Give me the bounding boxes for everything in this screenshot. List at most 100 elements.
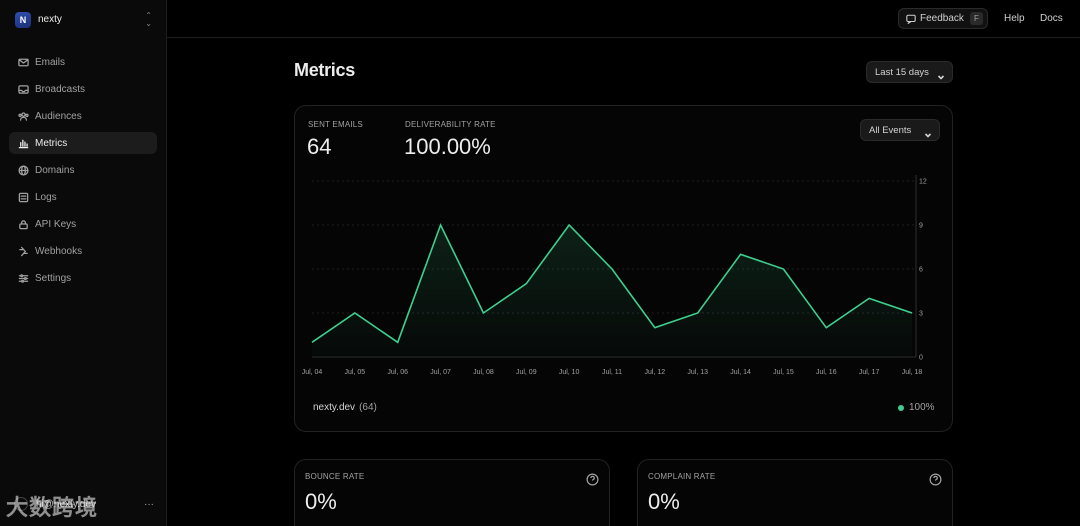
bounce-rate-value: 0%	[305, 489, 337, 514]
chevron-down-icon	[924, 126, 932, 138]
top-bar: Feedback F Help Docs	[167, 0, 1080, 38]
bounce-rate-label: BOUNCE RATE	[305, 472, 365, 481]
x-tick-label: Jul, 05	[345, 369, 366, 376]
deliverability-rate-label: DELIVERABILITY RATE	[405, 120, 496, 129]
date-range-label: Last 15 days	[875, 66, 929, 78]
data-point	[868, 297, 870, 299]
data-point	[739, 253, 741, 255]
y-tick-label: 9	[919, 223, 923, 230]
x-tick-label: Jul, 16	[816, 369, 837, 376]
sidebar-item-domains[interactable]: Domains	[9, 159, 157, 181]
deliverability-rate-value: 100.00%	[404, 134, 491, 159]
data-point	[911, 312, 913, 314]
legend-series-count: (64)	[359, 402, 377, 413]
data-point	[782, 268, 784, 270]
chevron-up-down-icon: ⌃ ⌄	[145, 10, 152, 28]
sidebar-item-label: Logs	[35, 191, 57, 203]
sidebar-item-label: Domains	[35, 164, 75, 176]
lock-icon	[18, 219, 29, 230]
user-menu[interactable]: hi@nexty.dev ···	[14, 496, 154, 512]
data-point	[825, 326, 827, 328]
y-tick-label: 3	[919, 311, 923, 318]
inbox-icon	[18, 84, 29, 95]
sidebar-item-webhooks[interactable]: Webhooks	[9, 240, 157, 262]
data-point	[525, 282, 527, 284]
sidebar-item-label: Metrics	[35, 137, 68, 149]
x-tick-label: Jul, 08	[473, 369, 494, 376]
user-email: hi@nexty.dev	[36, 498, 96, 510]
feedback-button[interactable]: Feedback F	[898, 8, 988, 29]
sent-emails-value: 64	[307, 134, 332, 159]
series-line	[311, 222, 913, 344]
users-icon	[18, 111, 29, 122]
page-title: Metrics	[294, 60, 355, 80]
sidebar-item-settings[interactable]: Settings	[9, 267, 157, 289]
bounce-rate-card: BOUNCE RATE 0%	[294, 459, 610, 526]
sliders-icon	[18, 273, 29, 284]
sidebar-item-label: Emails	[35, 56, 66, 68]
y-tick-label: 12	[919, 179, 927, 186]
docs-link[interactable]: Docs	[1040, 13, 1063, 24]
sidebar-nav: Emails Broadcasts Audiences Metrics Doma…	[9, 51, 157, 294]
workspace-avatar: N	[15, 11, 31, 28]
complain-rate-card: COMPLAIN RATE 0%	[637, 459, 953, 526]
sidebar-item-audiences[interactable]: Audiences	[9, 105, 157, 127]
x-tick-label: Jul, 17	[859, 369, 880, 376]
data-point	[697, 312, 699, 314]
data-point	[611, 268, 613, 270]
webhook-icon	[18, 246, 29, 257]
x-tick-label: Jul, 06	[387, 369, 408, 376]
x-tick-label: Jul, 12	[645, 369, 666, 376]
sidebar: N nexty ⌃ ⌄ Emails Broadcasts Audiences M…	[0, 0, 167, 526]
avatar	[14, 497, 28, 511]
feedback-label: Feedback	[920, 13, 964, 24]
x-tick-label: Jul, 10	[559, 369, 580, 376]
data-point	[397, 341, 399, 343]
bar-chart-icon	[18, 138, 29, 149]
workspace-name: nexty	[38, 14, 62, 25]
workspace-switcher[interactable]: N nexty ⌃ ⌄	[15, 11, 152, 28]
sidebar-item-logs[interactable]: Logs	[9, 186, 157, 208]
x-tick-label: Jul, 13	[687, 369, 708, 376]
x-tick-label: Jul, 14	[730, 369, 751, 376]
legend-item: nexty.dev (64)	[313, 402, 377, 413]
sidebar-item-emails[interactable]: Emails	[9, 51, 157, 73]
date-range-select[interactable]: Last 15 days	[866, 61, 953, 83]
chevron-down-icon	[937, 68, 945, 80]
message-icon	[906, 14, 916, 24]
sent-emails-chart: 0 3 6 9 12 Jul, 04 Jul, 05 Jul, 06 Jul, 07 Jul, 0…	[302, 175, 927, 376]
help-link[interactable]: Help	[1004, 13, 1025, 24]
sidebar-item-label: Audiences	[35, 110, 82, 122]
sent-emails-label: SENT EMAILS	[308, 120, 363, 129]
help-circle-icon[interactable]	[586, 473, 599, 486]
x-tick-label: Jul, 15	[773, 369, 794, 376]
x-tick-label: Jul, 11	[602, 369, 622, 376]
globe-icon	[18, 164, 29, 176]
series-area	[312, 225, 912, 357]
x-tick-label: Jul, 18	[902, 369, 923, 376]
data-point	[311, 341, 313, 343]
data-point	[568, 224, 570, 226]
sidebar-item-api-keys[interactable]: API Keys	[9, 213, 157, 235]
data-point	[439, 224, 441, 226]
x-tick-label: Jul, 09	[516, 369, 537, 376]
sidebar-item-label: Broadcasts	[35, 83, 86, 95]
data-point	[354, 312, 356, 314]
more-options-icon[interactable]: ···	[144, 498, 154, 510]
mail-icon	[18, 57, 29, 68]
events-filter-select[interactable]: All Events	[860, 119, 940, 141]
sidebar-item-broadcasts[interactable]: Broadcasts	[9, 78, 157, 100]
feedback-shortcut: F	[969, 12, 983, 25]
logs-icon	[18, 192, 29, 203]
events-filter-label: All Events	[869, 124, 912, 136]
watermark: 大数跨境	[6, 495, 99, 520]
legend-series-percent: 100%	[909, 402, 935, 413]
sidebar-item-label: API Keys	[35, 218, 77, 230]
help-circle-icon[interactable]	[929, 473, 942, 486]
metrics-card: SENT EMAILS 64 DELIVERABILITY RATE 100.0…	[294, 105, 953, 432]
complain-rate-label: COMPLAIN RATE	[648, 472, 716, 481]
data-point	[482, 312, 484, 314]
sidebar-item-metrics[interactable]: Metrics	[9, 132, 157, 154]
y-tick-label: 0	[919, 355, 923, 362]
y-tick-label: 6	[919, 267, 923, 274]
